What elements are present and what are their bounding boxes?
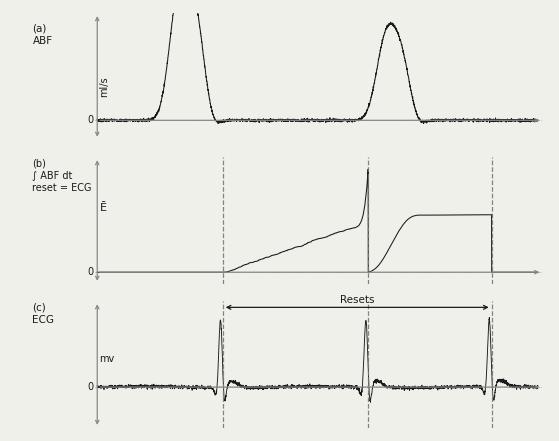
Text: ml/s: ml/s xyxy=(100,77,110,97)
Text: mv: mv xyxy=(100,354,115,364)
Text: Resets: Resets xyxy=(340,295,375,305)
Text: (c)
ECG: (c) ECG xyxy=(32,303,54,325)
Text: 0: 0 xyxy=(88,267,94,277)
Text: Ē: Ē xyxy=(100,203,106,213)
Text: (a)
ABF: (a) ABF xyxy=(32,23,53,46)
Text: (b)
∫ ABF dt
reset = ECG: (b) ∫ ABF dt reset = ECG xyxy=(32,159,92,193)
Text: 0: 0 xyxy=(88,115,94,125)
Text: 0: 0 xyxy=(88,382,94,392)
